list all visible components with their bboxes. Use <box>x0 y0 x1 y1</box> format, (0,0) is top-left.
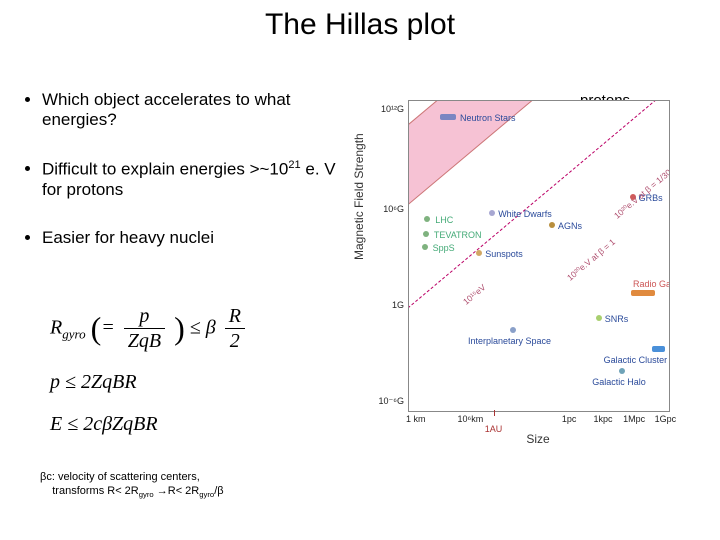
y-tick-label: 10⁶G <box>370 204 404 214</box>
object-marker <box>596 315 602 321</box>
object-label: White Dwarfs <box>498 209 552 219</box>
formula-energy: E ≤ 2cβZqBR <box>50 406 310 442</box>
x-tick-label: 1Gpc <box>645 414 685 424</box>
plot-frame: Neutron Stars LHC TEVATRON SppS White Dwarfs… <box>408 100 670 412</box>
x-axis-label: Size <box>408 432 668 446</box>
object-marker <box>631 290 654 296</box>
x-tick-label: 10⁶km <box>450 414 490 424</box>
diagonal-annotation: 10²⁰e.V at β = 1 <box>565 236 618 283</box>
object-label: Galactic Cluster <box>604 355 668 365</box>
object-marker <box>510 327 516 333</box>
footnote: βc: velocity of scattering centers, tran… <box>40 470 340 500</box>
slide-title: The Hillas plot <box>0 8 720 42</box>
formula-momentum: p ≤ 2ZqBR <box>50 364 310 400</box>
object-label: TEVATRON <box>434 230 482 240</box>
object-marker <box>422 244 428 250</box>
object-label: Interplanetary Space <box>468 336 551 346</box>
object-label: LHC <box>435 215 453 225</box>
object-label: Radio Galaxy <box>633 279 670 289</box>
diagonal-annotation: 10¹⁵eV <box>461 283 488 308</box>
y-tick-label: 1G <box>370 300 404 310</box>
object-marker <box>423 231 429 237</box>
bullet-list: Which object accelerates to what energie… <box>24 90 344 277</box>
y-tick-label: 10⁻⁶G <box>370 396 404 407</box>
au-tick <box>494 410 495 416</box>
object-marker <box>424 216 430 222</box>
au-tick-label: 1AU <box>485 424 503 434</box>
object-marker <box>652 346 665 352</box>
bullet-2: Difficult to explain energies >~1021 e. … <box>42 159 344 200</box>
object-label: SNRs <box>605 314 629 324</box>
object-label: Galactic Halo <box>592 377 646 387</box>
object-marker <box>476 250 482 256</box>
hillas-plot: protons Magnetic Field Strength Size Neu… <box>370 90 710 460</box>
y-axis-label: Magnetic Field Strength <box>352 133 366 260</box>
object-label: Sunspots <box>485 249 523 259</box>
bullet-1: Which object accelerates to what energie… <box>42 90 344 131</box>
object-marker <box>489 210 495 216</box>
object-marker <box>549 222 555 228</box>
object-marker <box>440 114 456 120</box>
formula-gyroradius: Rgyro (= pZqB ) ≤ β R2 <box>50 300 310 358</box>
object-label: Neutron Stars <box>460 113 516 123</box>
object-label: AGNs <box>558 221 582 231</box>
y-tick-label: 10¹²G <box>370 104 404 114</box>
formula-block: Rgyro (= pZqB ) ≤ β R2 p ≤ 2ZqBR E ≤ 2cβ… <box>50 300 310 448</box>
object-marker <box>619 368 625 374</box>
x-tick-label: 1 km <box>396 414 436 424</box>
object-label: SppS <box>433 243 455 253</box>
bullet-3: Easier for heavy nuclei <box>42 228 344 248</box>
